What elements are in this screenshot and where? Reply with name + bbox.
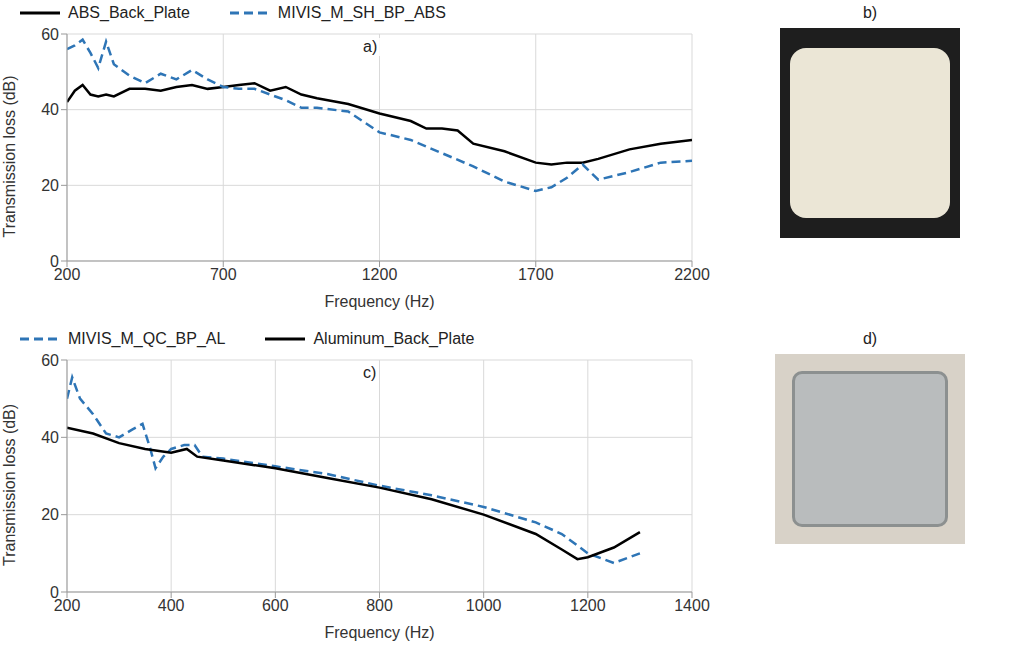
html-text:MIVIS_M_QC_BP_AL: MIVIS_M_QC_BP_AL: [68, 330, 226, 347]
svg-text:40: 40: [41, 101, 59, 118]
svg-text:60: 60: [41, 26, 59, 43]
svg-text:400: 400: [158, 597, 185, 614]
svg-text:1000: 1000: [466, 597, 502, 614]
svg-text:Frequency (Hz): Frequency (Hz): [324, 293, 434, 310]
html-text:d): d): [862, 330, 878, 347]
svg-text:1200: 1200: [362, 266, 398, 283]
svg-text:1700: 1700: [518, 266, 554, 283]
svg-text:600: 600: [262, 597, 289, 614]
html-text:Aluminum_Back_Plate: Aluminum_Back_Plate: [313, 330, 475, 347]
svg-text:Transmission loss (dB): Transmission loss (dB): [1, 404, 18, 566]
svg-text:Transmission loss (dB): Transmission loss (dB): [1, 75, 18, 237]
svg-text:2200: 2200: [674, 266, 710, 283]
html-text:b): b): [862, 4, 878, 21]
html-text:c): c): [363, 364, 377, 381]
html-text:MIVIS_M_SH_BP_ABS: MIVIS_M_SH_BP_ABS: [277, 4, 446, 21]
svg-text:0: 0: [50, 584, 59, 601]
svg-text:1400: 1400: [674, 597, 710, 614]
html-text:ABS_Back_Plate: ABS_Back_Plate: [68, 4, 190, 21]
svg-text:800: 800: [366, 597, 393, 614]
svg-text:20: 20: [41, 506, 59, 523]
svg-text:40: 40: [41, 429, 59, 446]
svg-text:20: 20: [41, 177, 59, 194]
svg-text:200: 200: [53, 266, 81, 284]
svg-text:Frequency (Hz): Frequency (Hz): [324, 624, 434, 641]
html-text:a): a): [363, 38, 378, 55]
svg-text:700: 700: [210, 266, 237, 283]
svg-text:1200: 1200: [570, 597, 606, 614]
svg-text:200: 200: [53, 597, 81, 615]
svg-text:0: 0: [50, 253, 59, 270]
svg-text:60: 60: [41, 352, 59, 369]
